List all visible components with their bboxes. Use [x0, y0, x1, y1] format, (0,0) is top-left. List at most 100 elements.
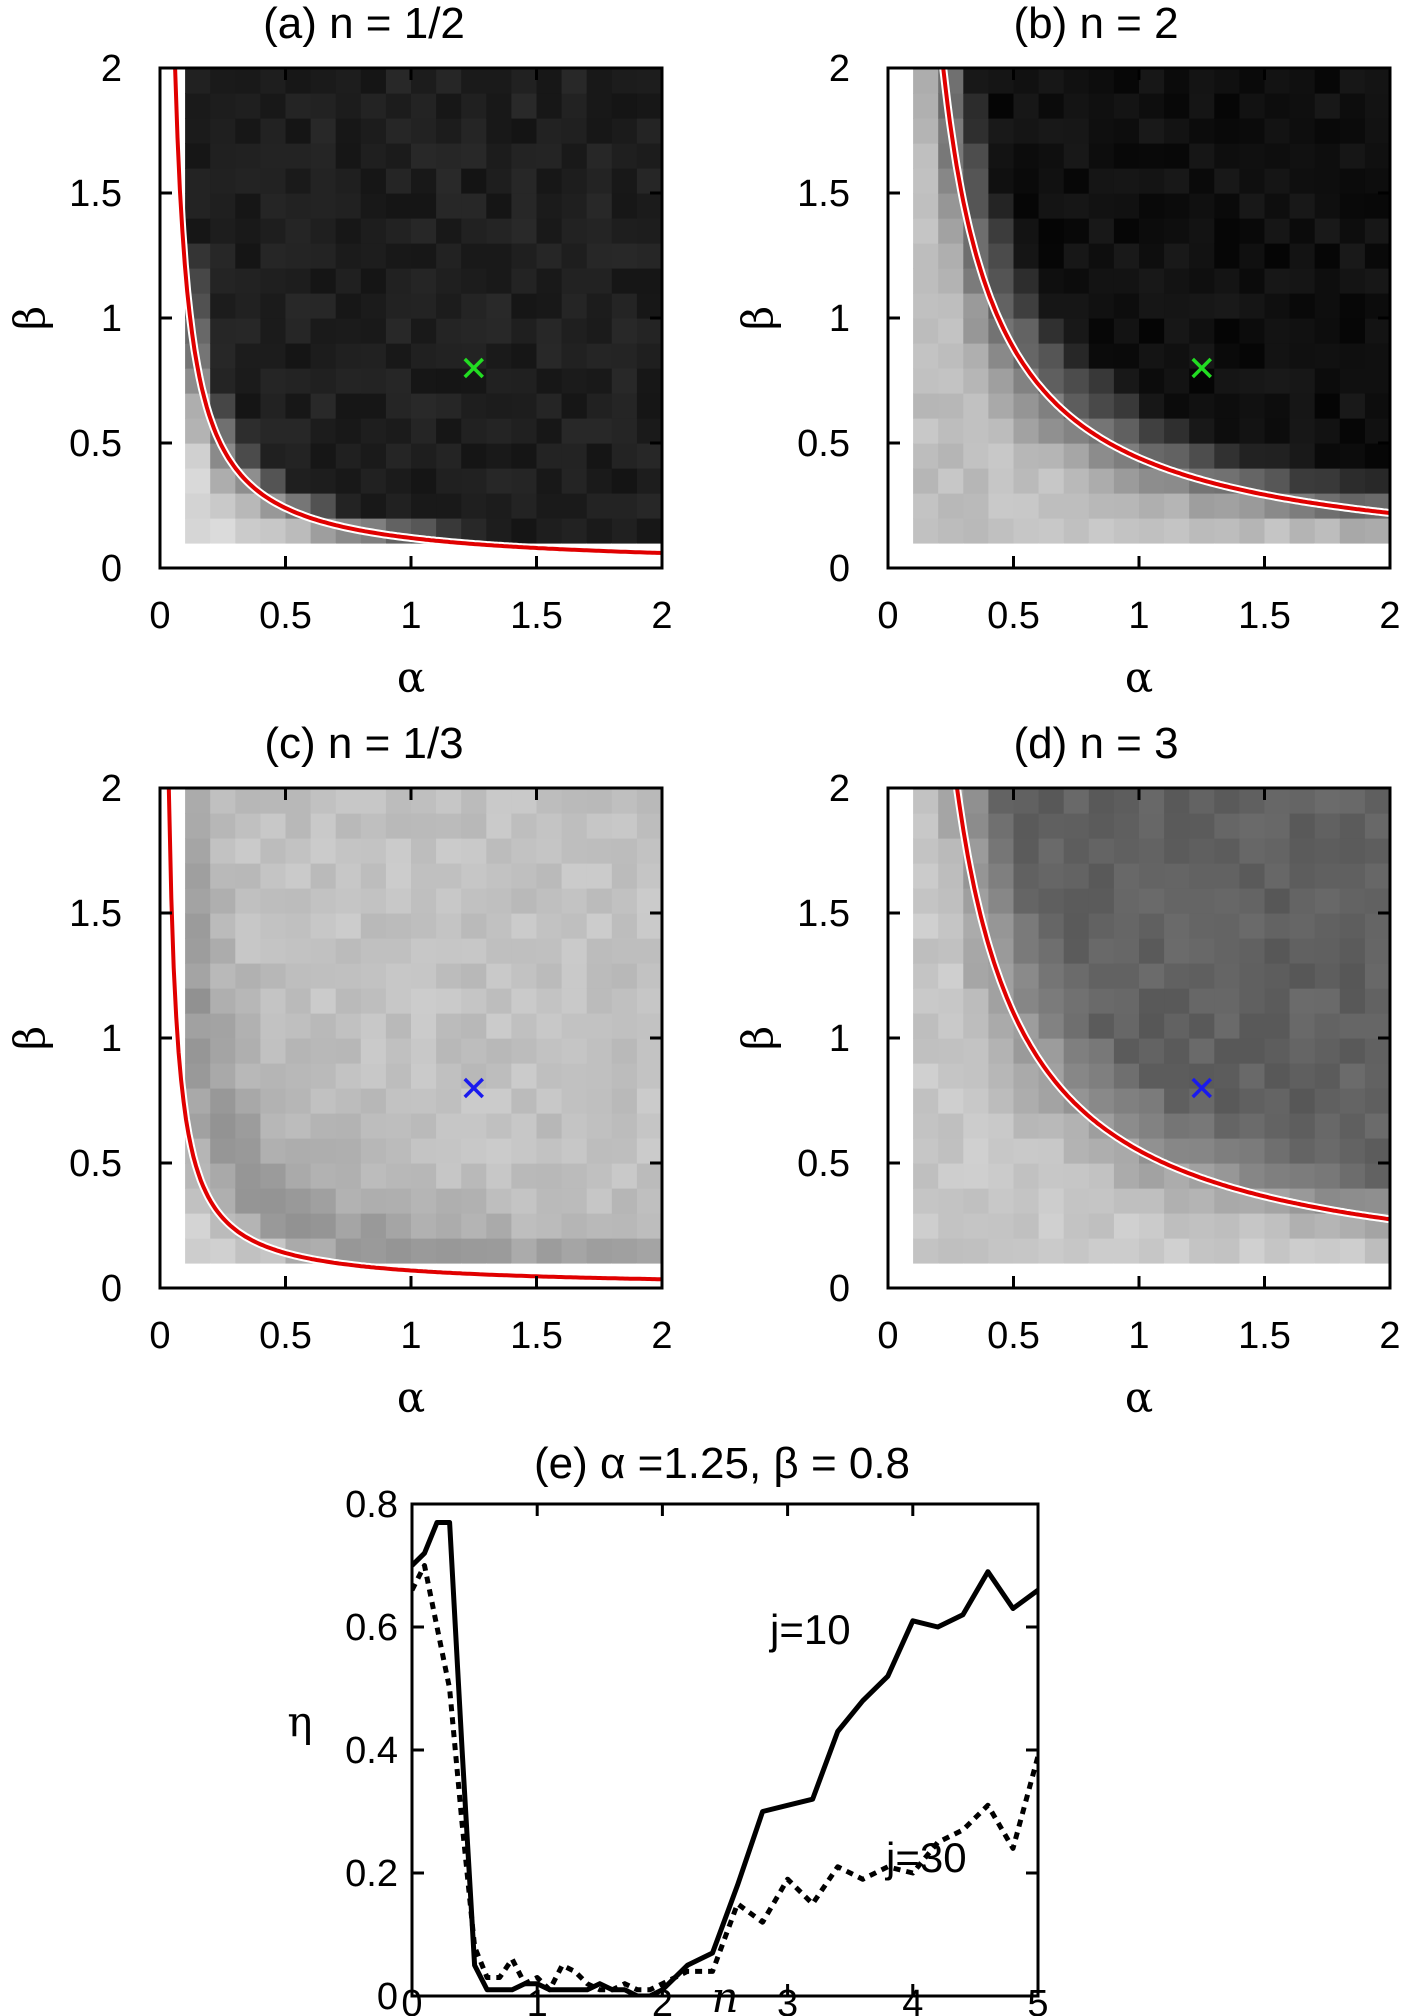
heatmap-cell — [360, 468, 387, 494]
heatmap-cell — [1013, 1163, 1040, 1189]
heatmap-cell — [611, 193, 638, 219]
heatmap-cell — [411, 938, 437, 964]
heatmap-cell — [536, 938, 563, 964]
heatmap-cell — [988, 518, 1015, 544]
heatmap-cell — [536, 268, 563, 294]
heatmap-cell — [1289, 788, 1316, 814]
ticks-d: 0 0.5 1 1.5 200.511.52 — [797, 768, 1400, 1357]
heatmap-cell — [1063, 293, 1090, 319]
heatmap-cell — [1113, 418, 1140, 444]
heatmap-cell — [1339, 963, 1366, 989]
x-axis-label-c: α — [397, 1373, 425, 1422]
heatmap-cell — [235, 193, 261, 219]
heatmap-cell — [938, 1013, 964, 1039]
heatmap-cell — [586, 1063, 613, 1089]
heatmap-cell — [1289, 1263, 1316, 1288]
heatmap-cell — [1314, 788, 1341, 814]
heatmap-cell — [486, 1113, 512, 1139]
heatmap-cell — [411, 393, 437, 419]
heatmap-cell — [310, 193, 337, 219]
heatmap-cell — [888, 193, 914, 219]
heatmap-cell — [1088, 1163, 1115, 1189]
heatmap-cell — [1088, 1138, 1115, 1164]
x-tick-label: 1 — [1128, 595, 1149, 637]
heatmap-cell — [536, 443, 563, 469]
heatmap-cell — [1189, 888, 1215, 914]
heatmap-cell — [1314, 68, 1341, 94]
heatmap-cell — [1113, 1238, 1140, 1264]
heatmap-cell — [310, 143, 337, 169]
heatmap-cell — [1063, 518, 1090, 544]
heatmap-cell — [461, 218, 487, 244]
heatmap-cell — [1139, 788, 1165, 814]
heatmap-cell — [1113, 143, 1140, 169]
heatmap-cell — [411, 443, 437, 469]
heatmap-cell — [561, 1088, 588, 1114]
heatmap-cell — [913, 1238, 939, 1264]
heatmap-cell — [1264, 1263, 1291, 1288]
heatmap-cell — [1139, 1063, 1165, 1089]
heatmap-cell — [360, 1113, 387, 1139]
heatmap-cell — [1239, 1088, 1266, 1114]
heatmap-cell — [1364, 293, 1390, 319]
heatmap-cell — [461, 468, 487, 494]
heatmap-cell — [888, 143, 914, 169]
heatmap-cell — [385, 963, 412, 989]
heatmap-cell — [260, 788, 287, 814]
heatmap-cell — [1214, 788, 1240, 814]
heatmap-cell — [963, 468, 989, 494]
heatmap-cell — [938, 938, 964, 964]
heatmap-cell — [963, 68, 989, 94]
heatmap-cell — [1164, 193, 1190, 219]
heatmap-cell — [1088, 518, 1115, 544]
heatmap-cell — [1314, 268, 1341, 294]
heatmap-cell — [913, 838, 939, 864]
heatmap-cell — [1139, 318, 1165, 344]
x-tick-label: 0 — [149, 595, 170, 637]
heatmap-cell — [285, 1113, 312, 1139]
heatmap-cell — [1063, 468, 1090, 494]
series-label-j10: j=10 — [768, 1606, 851, 1653]
heatmap-cell — [1314, 368, 1341, 394]
heatmap-cell — [1314, 1113, 1341, 1139]
heatmap-cell — [1164, 318, 1190, 344]
heatmap-cell — [1289, 518, 1316, 544]
heatmap-cell — [436, 863, 462, 889]
heatmap-cell — [285, 1213, 312, 1239]
heatmap-cell — [486, 963, 512, 989]
heatmap-cell — [285, 118, 312, 144]
x-axis-label-d: α — [1125, 1373, 1153, 1422]
heatmap-cell — [1214, 93, 1240, 119]
heatmap-cell — [913, 1213, 939, 1239]
heatmap-cell — [1088, 393, 1115, 419]
heatmap-cell — [1013, 988, 1040, 1014]
heatmap-cell — [385, 443, 412, 469]
heatmap-cell — [1063, 963, 1090, 989]
heatmap-cell — [185, 988, 211, 1014]
heatmap-cell — [285, 1088, 312, 1114]
heatmap-cell — [913, 518, 939, 544]
heatmap-cell — [963, 1038, 989, 1064]
x-axis-label-b: α — [1125, 653, 1153, 702]
heatmap-cell — [1239, 118, 1266, 144]
heatmap-cell — [210, 543, 236, 568]
heatmap-cell — [938, 988, 964, 1014]
heatmap-cell — [586, 1238, 613, 1264]
heatmap-cell — [210, 343, 236, 369]
heatmap-cell — [360, 393, 387, 419]
heatmap-cell — [511, 838, 538, 864]
heatmap-cell — [1088, 343, 1115, 369]
heatmap-cell — [210, 243, 236, 269]
heatmap-cell — [1113, 863, 1140, 889]
panel-b: (b) n = 2 0 0.5 1 1.5 200.511.52 α β — [733, 0, 1401, 702]
heatmap-cell — [636, 1188, 662, 1214]
heatmap-cell — [1139, 963, 1165, 989]
heatmap-cell — [385, 1088, 412, 1114]
heatmap-cell — [360, 1038, 387, 1064]
heatmap-cell — [385, 1038, 412, 1064]
heatmap-cell — [260, 193, 287, 219]
heatmap-cell — [1239, 418, 1266, 444]
heatmap-cell — [436, 118, 462, 144]
heatmap-cell — [260, 268, 287, 294]
heatmap-cell — [511, 68, 538, 94]
